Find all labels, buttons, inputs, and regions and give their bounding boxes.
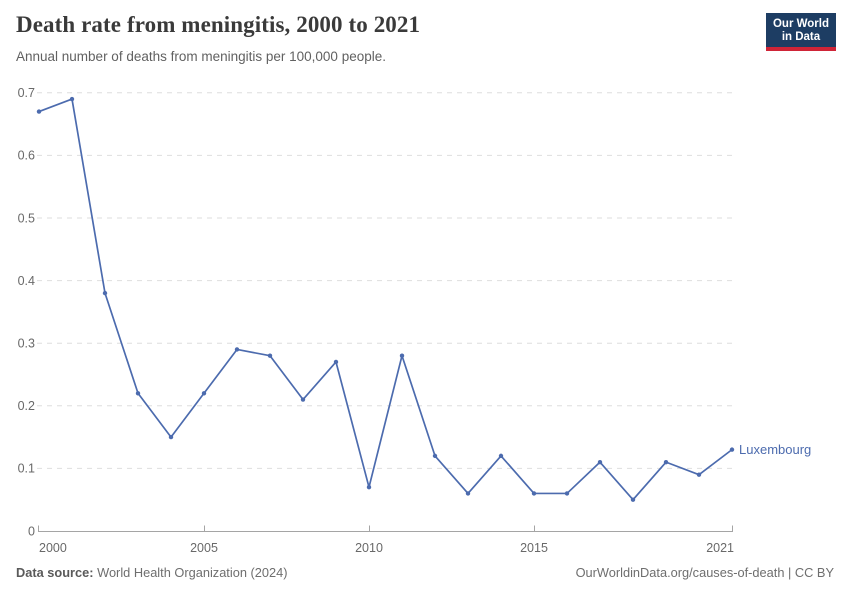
page-title: Death rate from meningitis, 2000 to 2021 [16,12,421,37]
x-axis-tick-label: 2021 [706,541,734,555]
y-axis-tick-label: 0.7 [18,86,35,100]
data-point-marker[interactable] [366,484,372,490]
x-axis-tick-label: 2005 [190,541,218,555]
data-source-label: Data source: [16,565,94,580]
data-point-marker[interactable] [168,434,174,440]
data-point-marker[interactable] [729,447,735,452]
y-axis-tick-label: 0.1 [18,462,35,476]
data-point-marker[interactable] [333,359,339,365]
y-axis-tick-label: 0.4 [18,274,35,288]
credit-link[interactable]: OurWorldinData.org/causes-of-death | CC … [575,565,834,580]
data-point-marker[interactable] [498,453,504,459]
data-point-marker[interactable] [300,397,306,402]
data-point-marker[interactable] [36,109,42,114]
data-point-marker[interactable] [564,491,570,496]
data-point-marker[interactable] [267,353,273,358]
owid-logo-line1: Our World [772,18,829,30]
data-point-marker[interactable] [531,491,537,496]
data-source-value: World Health Organization (2024) [97,565,288,580]
data-point-marker[interactable] [234,347,240,352]
owid-logo[interactable]: Our World in Data [765,13,836,51]
data-point-marker[interactable] [465,491,471,496]
owid-logo-line2: in Data [781,31,821,43]
series-label[interactable]: Luxembourg [739,442,811,457]
data-point-marker[interactable] [69,96,75,102]
x-axis-tick-label: 2015 [520,541,548,555]
y-axis-tick-label: 0.2 [18,399,35,413]
x-axis-tick-label: 2010 [355,541,383,555]
data-point-marker[interactable] [432,453,438,459]
y-axis-tick-label: 0 [28,524,35,538]
data-point-marker[interactable] [597,459,603,465]
y-axis-tick-label: 0.6 [18,149,35,163]
data-point-marker[interactable] [135,391,141,396]
data-point-marker[interactable] [399,353,405,358]
chart-footer: Data source: World Health Organization (… [16,565,834,580]
y-axis-tick-label: 0.3 [18,337,35,351]
series-line[interactable] [38,98,733,501]
data-point-marker[interactable] [696,472,702,477]
data-source: Data source: World Health Organization (… [16,565,288,580]
data-point-marker[interactable] [663,459,669,465]
x-axis-tick-label: 2000 [39,541,67,555]
data-point-marker[interactable] [102,290,108,296]
y-axis-tick-label: 0.5 [18,211,35,225]
data-point-marker[interactable] [201,391,207,396]
page-subtitle: Annual number of deaths from meningitis … [16,49,386,64]
data-point-marker[interactable] [630,497,636,502]
